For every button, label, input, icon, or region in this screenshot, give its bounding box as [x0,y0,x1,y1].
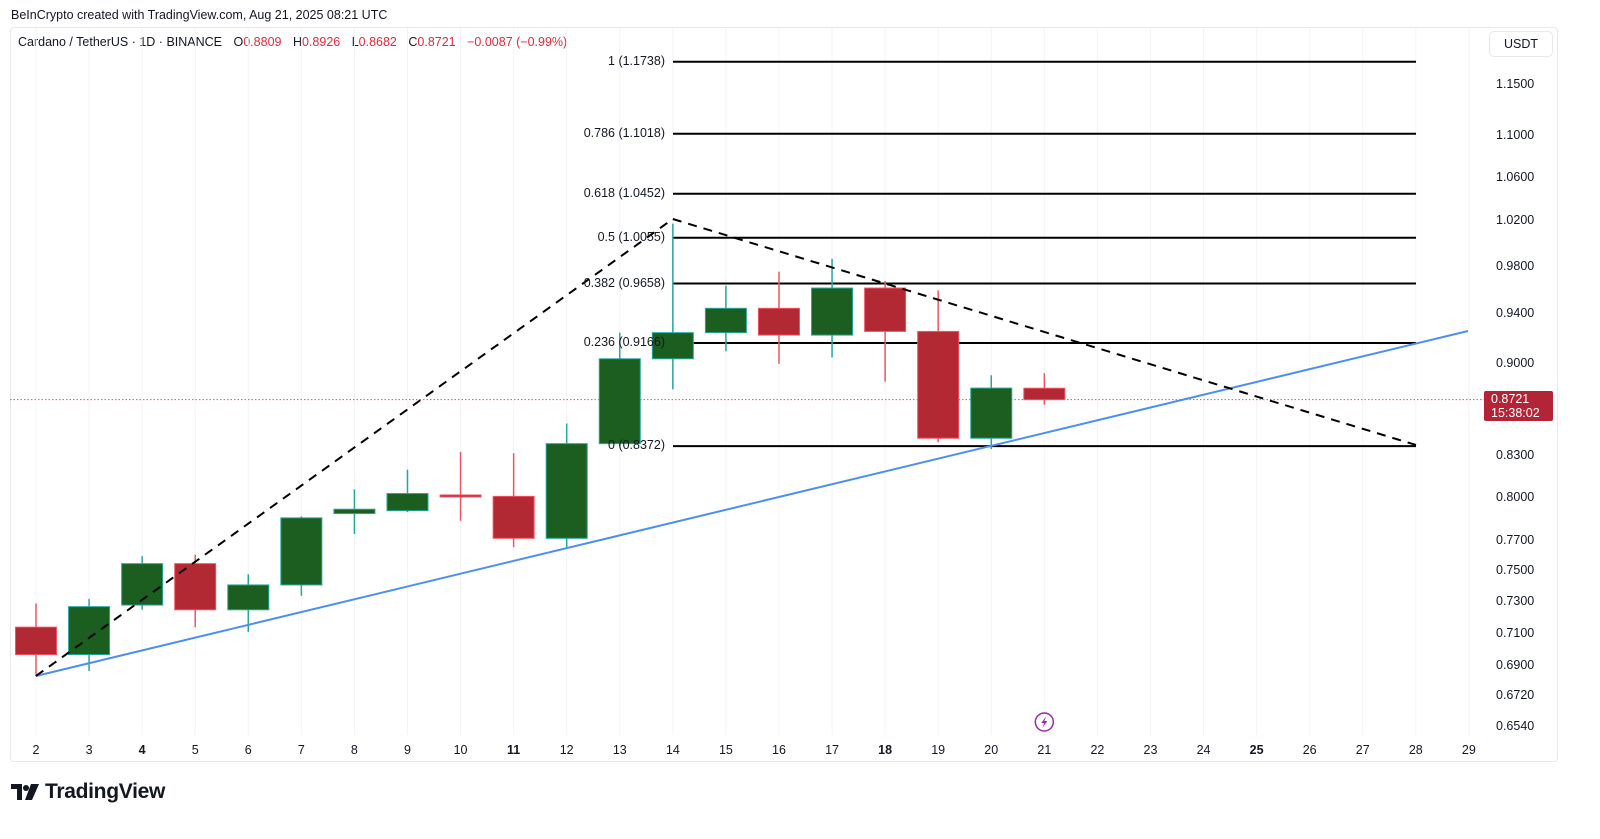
ascending-trendline [35,330,1469,677]
lightning-icon [1041,716,1048,728]
time-axis-label: 14 [665,743,680,757]
fib-level-label: 0.618 (1.0452) [583,185,665,200]
time-axis-label: 20 [984,743,999,757]
time-axis-label: 17 [825,743,839,757]
time-axis-label: 15 [718,743,733,757]
symbol-legend: Cardano / TetherUS · 1D · BINANCE O0.880… [18,35,567,49]
time-axis-label: 23 [1143,743,1158,757]
time-axis-label: 6 [244,743,252,757]
chart-credit: BeInCrypto created with TradingView.com,… [11,8,388,22]
price-axis-label: 1.0600 [1496,169,1535,184]
time-axis-label: 4 [138,743,146,757]
candle-up [227,584,270,611]
close-value: 0.8721 [417,35,456,49]
candle-up [333,508,376,515]
time-axis-label: 11 [507,743,521,757]
candle-down [15,626,57,656]
price-axis-label: 0.6720 [1496,688,1535,703]
time-axis-label: 29 [1461,743,1476,757]
tradingview-wordmark: TradingView [45,780,166,803]
candle-down [757,307,800,336]
candle-up [386,493,429,512]
fib-level-label: 0.236 (0.9166) [583,335,665,350]
time-axis-label: 2 [32,743,40,757]
open-value: 0.8809 [243,35,282,49]
candle-down [864,287,907,332]
fib-level-label: 0.5 (1.0055) [597,229,665,244]
time-axis-label: 28 [1408,743,1423,757]
time-axis-label: 24 [1196,743,1211,757]
last-price-value: 0.8721 [1491,392,1530,406]
fib-level-label: 0.382 (0.9658) [583,275,665,290]
time-axis-label: 21 [1037,743,1052,757]
time-axis-label: 12 [559,743,574,757]
close-label: C [408,35,418,49]
time-axis-label: 13 [612,743,627,757]
time-axis-label: 25 [1249,743,1264,757]
time-axis-label: 8 [350,743,358,757]
price-axis-label: 0.9800 [1496,258,1535,273]
price-axis-label: 0.6900 [1496,658,1535,673]
price-axis-label: 0.9400 [1496,306,1535,321]
price-axis-label: 1.0200 [1496,213,1535,228]
price-axis-label: 0.7300 [1496,593,1535,608]
price-axis-label: 1.1000 [1496,127,1535,142]
price-axis-label: 0.9000 [1496,355,1535,370]
candle-up [811,287,854,336]
time-axis-label: 19 [931,743,946,757]
time-axis-label: 27 [1355,743,1370,757]
candle-down [917,330,960,439]
fib-level-label: 0.786 (1.1018) [583,125,665,140]
high-label: H [292,35,302,49]
high-value: 0.8926 [301,35,341,49]
price-axis-label: 0.8000 [1496,489,1535,504]
time-axis-label: 10 [453,743,468,757]
price-axis-label: 0.7100 [1496,625,1535,640]
ascending-dashed-line [35,218,674,677]
low-label: L [351,35,359,49]
last-price-tag: 0.8721 15:38:02 [1484,391,1553,421]
price-axis-label: 0.8300 [1496,447,1535,462]
change-value: −0.0087 (−0.99%) [467,35,568,49]
time-axis-label: 16 [772,743,786,757]
tradingview-logo[interactable]: TradingView [11,780,165,804]
time-axis-label: 26 [1302,743,1317,757]
candle-down [174,563,217,611]
time-axis-label: 9 [404,743,411,757]
candle-down [439,494,482,498]
price-axis-label: 0.7700 [1496,533,1535,548]
candle-up [970,387,1013,439]
tradingview-logo-icon [11,784,39,800]
time-axis-label: 18 [878,743,893,757]
candle-down [1023,387,1066,401]
price-axis-label: 1.1500 [1496,77,1535,91]
price-axis-label: 0.7500 [1496,563,1535,578]
candle-up [704,307,747,334]
fib-level-label: 1 (1.1738) [608,53,665,68]
time-axis-label: 22 [1090,743,1105,757]
candle-up [598,358,641,445]
fib-level-label: 0 (0.8372) [608,438,665,453]
candle-up [545,443,588,539]
currency-button[interactable]: USDT [1489,31,1553,57]
candle-up [651,332,694,360]
low-value: 0.8682 [358,35,397,49]
time-axis-label: 7 [297,743,305,757]
chart-frame [10,27,1558,762]
time-axis-label: 3 [85,743,93,757]
price-axis-label: 0.6540 [1496,719,1535,733]
time-axis-label: 5 [191,743,199,757]
candle-down [492,495,535,539]
symbol-name[interactable]: Cardano / TetherUS · 1D · BINANCE [18,35,223,49]
bar-countdown: 15:38:02 [1491,406,1540,420]
descending-dashed-line [672,218,1417,446]
candle-up [280,517,323,586]
candle-up [121,563,164,606]
open-label: O [233,35,244,49]
